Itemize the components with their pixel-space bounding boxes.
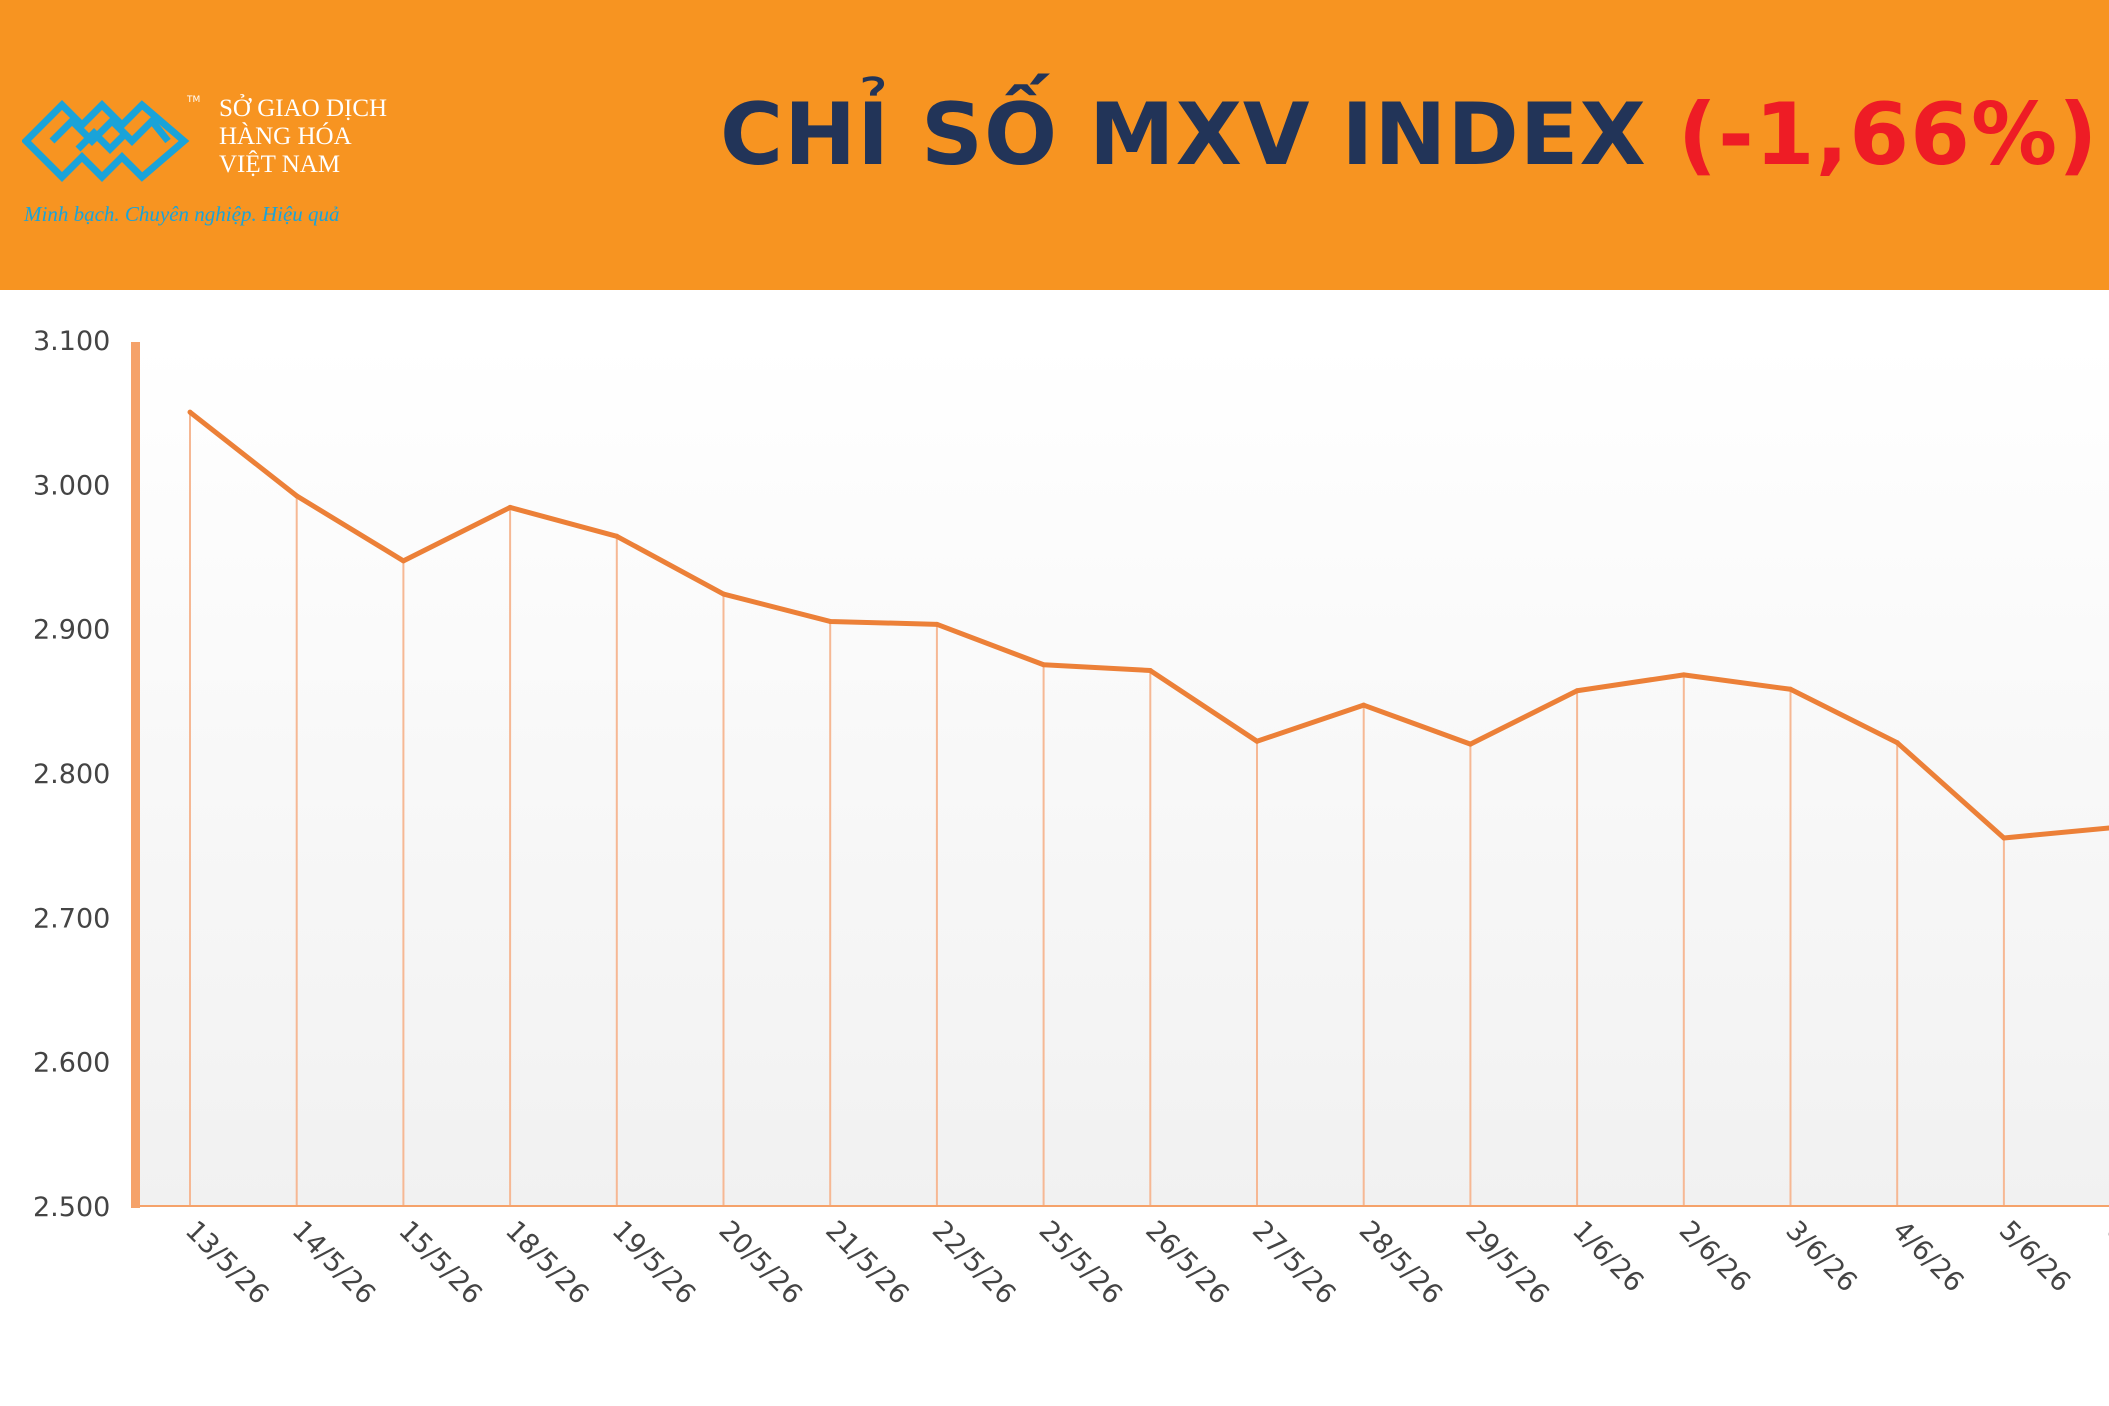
x-tick-label: 27/5/26 (1246, 1215, 1342, 1311)
x-tick-label: 21/5/26 (819, 1215, 915, 1311)
x-tick-label: 18/5/26 (499, 1215, 595, 1311)
y-axis (131, 342, 140, 1208)
x-tick-label: 2/6/26 (1673, 1215, 1756, 1298)
logo-line-1: SỞ GIAO DỊCH (219, 95, 388, 122)
x-tick-label: 5/6/26 (1993, 1215, 2076, 1298)
line-chart: 3.100 3.000 2.900 2.800 2.700 2.600 2.500 13/5… (33, 326, 2109, 1311)
x-tick-label: 19/5/26 (606, 1215, 702, 1311)
y-tick-label: 3.100 (33, 326, 110, 357)
mxv-logo: TM SỞ GIAO DỊCH HÀNG HÓA VIỆT NAM Minh b… (22, 95, 402, 235)
data-point (614, 533, 620, 539)
logo-text: SỞ GIAO DỊCH HÀNG HÓA VIỆT NAM (219, 95, 387, 179)
x-tick-label: 14/5/26 (286, 1215, 382, 1311)
y-tick-label: 2.600 (33, 1048, 110, 1079)
x-tick-label: 26/5/26 (1139, 1215, 1235, 1311)
x-tick-label: 22/5/26 (926, 1215, 1022, 1311)
data-point (721, 591, 726, 597)
chart-title: CHỈ SỐ MXV INDEX (-1,66%) (720, 80, 2098, 190)
data-point (827, 618, 833, 624)
data-point (1041, 662, 1047, 668)
x-tick-label: 4/6/26 (1886, 1215, 1969, 1298)
data-point (1361, 702, 1367, 708)
data-point (507, 504, 513, 510)
x-tick-label: 6/6/26 (2100, 1215, 2109, 1298)
data-point (1254, 738, 1260, 744)
data-point (1894, 740, 1900, 746)
x-tick-label: 3/6/26 (1780, 1215, 1863, 1298)
plot-area (137, 340, 2109, 1206)
x-tick-label: 28/5/26 (1353, 1215, 1449, 1311)
data-point (1681, 672, 1687, 678)
data-point (1788, 686, 1793, 692)
logo-line-3: VIỆT NAM (219, 151, 341, 178)
x-tick-label: 1/6/26 (1566, 1215, 1649, 1298)
data-point (1147, 668, 1153, 674)
y-tick-label: 2.800 (33, 759, 110, 790)
data-point (934, 621, 940, 627)
data-point (2001, 835, 2007, 841)
logo-slogan: Minh bạch. Chuyên nghiệp. Hiệu quả (24, 202, 340, 226)
data-point (400, 558, 406, 564)
x-tick-label: 13/5/26 (179, 1215, 275, 1311)
x-tick-label: 25/5/26 (1033, 1215, 1129, 1311)
data-point (294, 493, 300, 499)
logo-line-2: HÀNG HÓA (219, 123, 352, 150)
x-tick-label: 15/5/26 (392, 1215, 488, 1311)
x-tick-label: 29/5/26 (1459, 1215, 1555, 1311)
header-banner: TM SỞ GIAO DỊCH HÀNG HÓA VIỆT NAM Minh b… (0, 0, 2109, 290)
title-text: CHỈ SỐ MXV INDEX (720, 85, 1647, 185)
y-tick-label: 3.000 (33, 470, 110, 501)
data-point (1467, 741, 1473, 747)
title-change: (-1,66%) (1677, 85, 2099, 185)
mxv-logo-icon (22, 100, 190, 182)
data-point (1574, 688, 1580, 694)
x-tick-label: 20/5/26 (713, 1215, 809, 1311)
y-tick-label: 2.900 (33, 615, 110, 646)
y-tick-label: 2.700 (33, 903, 110, 934)
y-tick-label: 2.500 (33, 1192, 110, 1223)
logo-trademark: TM (187, 95, 201, 105)
data-point (187, 409, 193, 415)
